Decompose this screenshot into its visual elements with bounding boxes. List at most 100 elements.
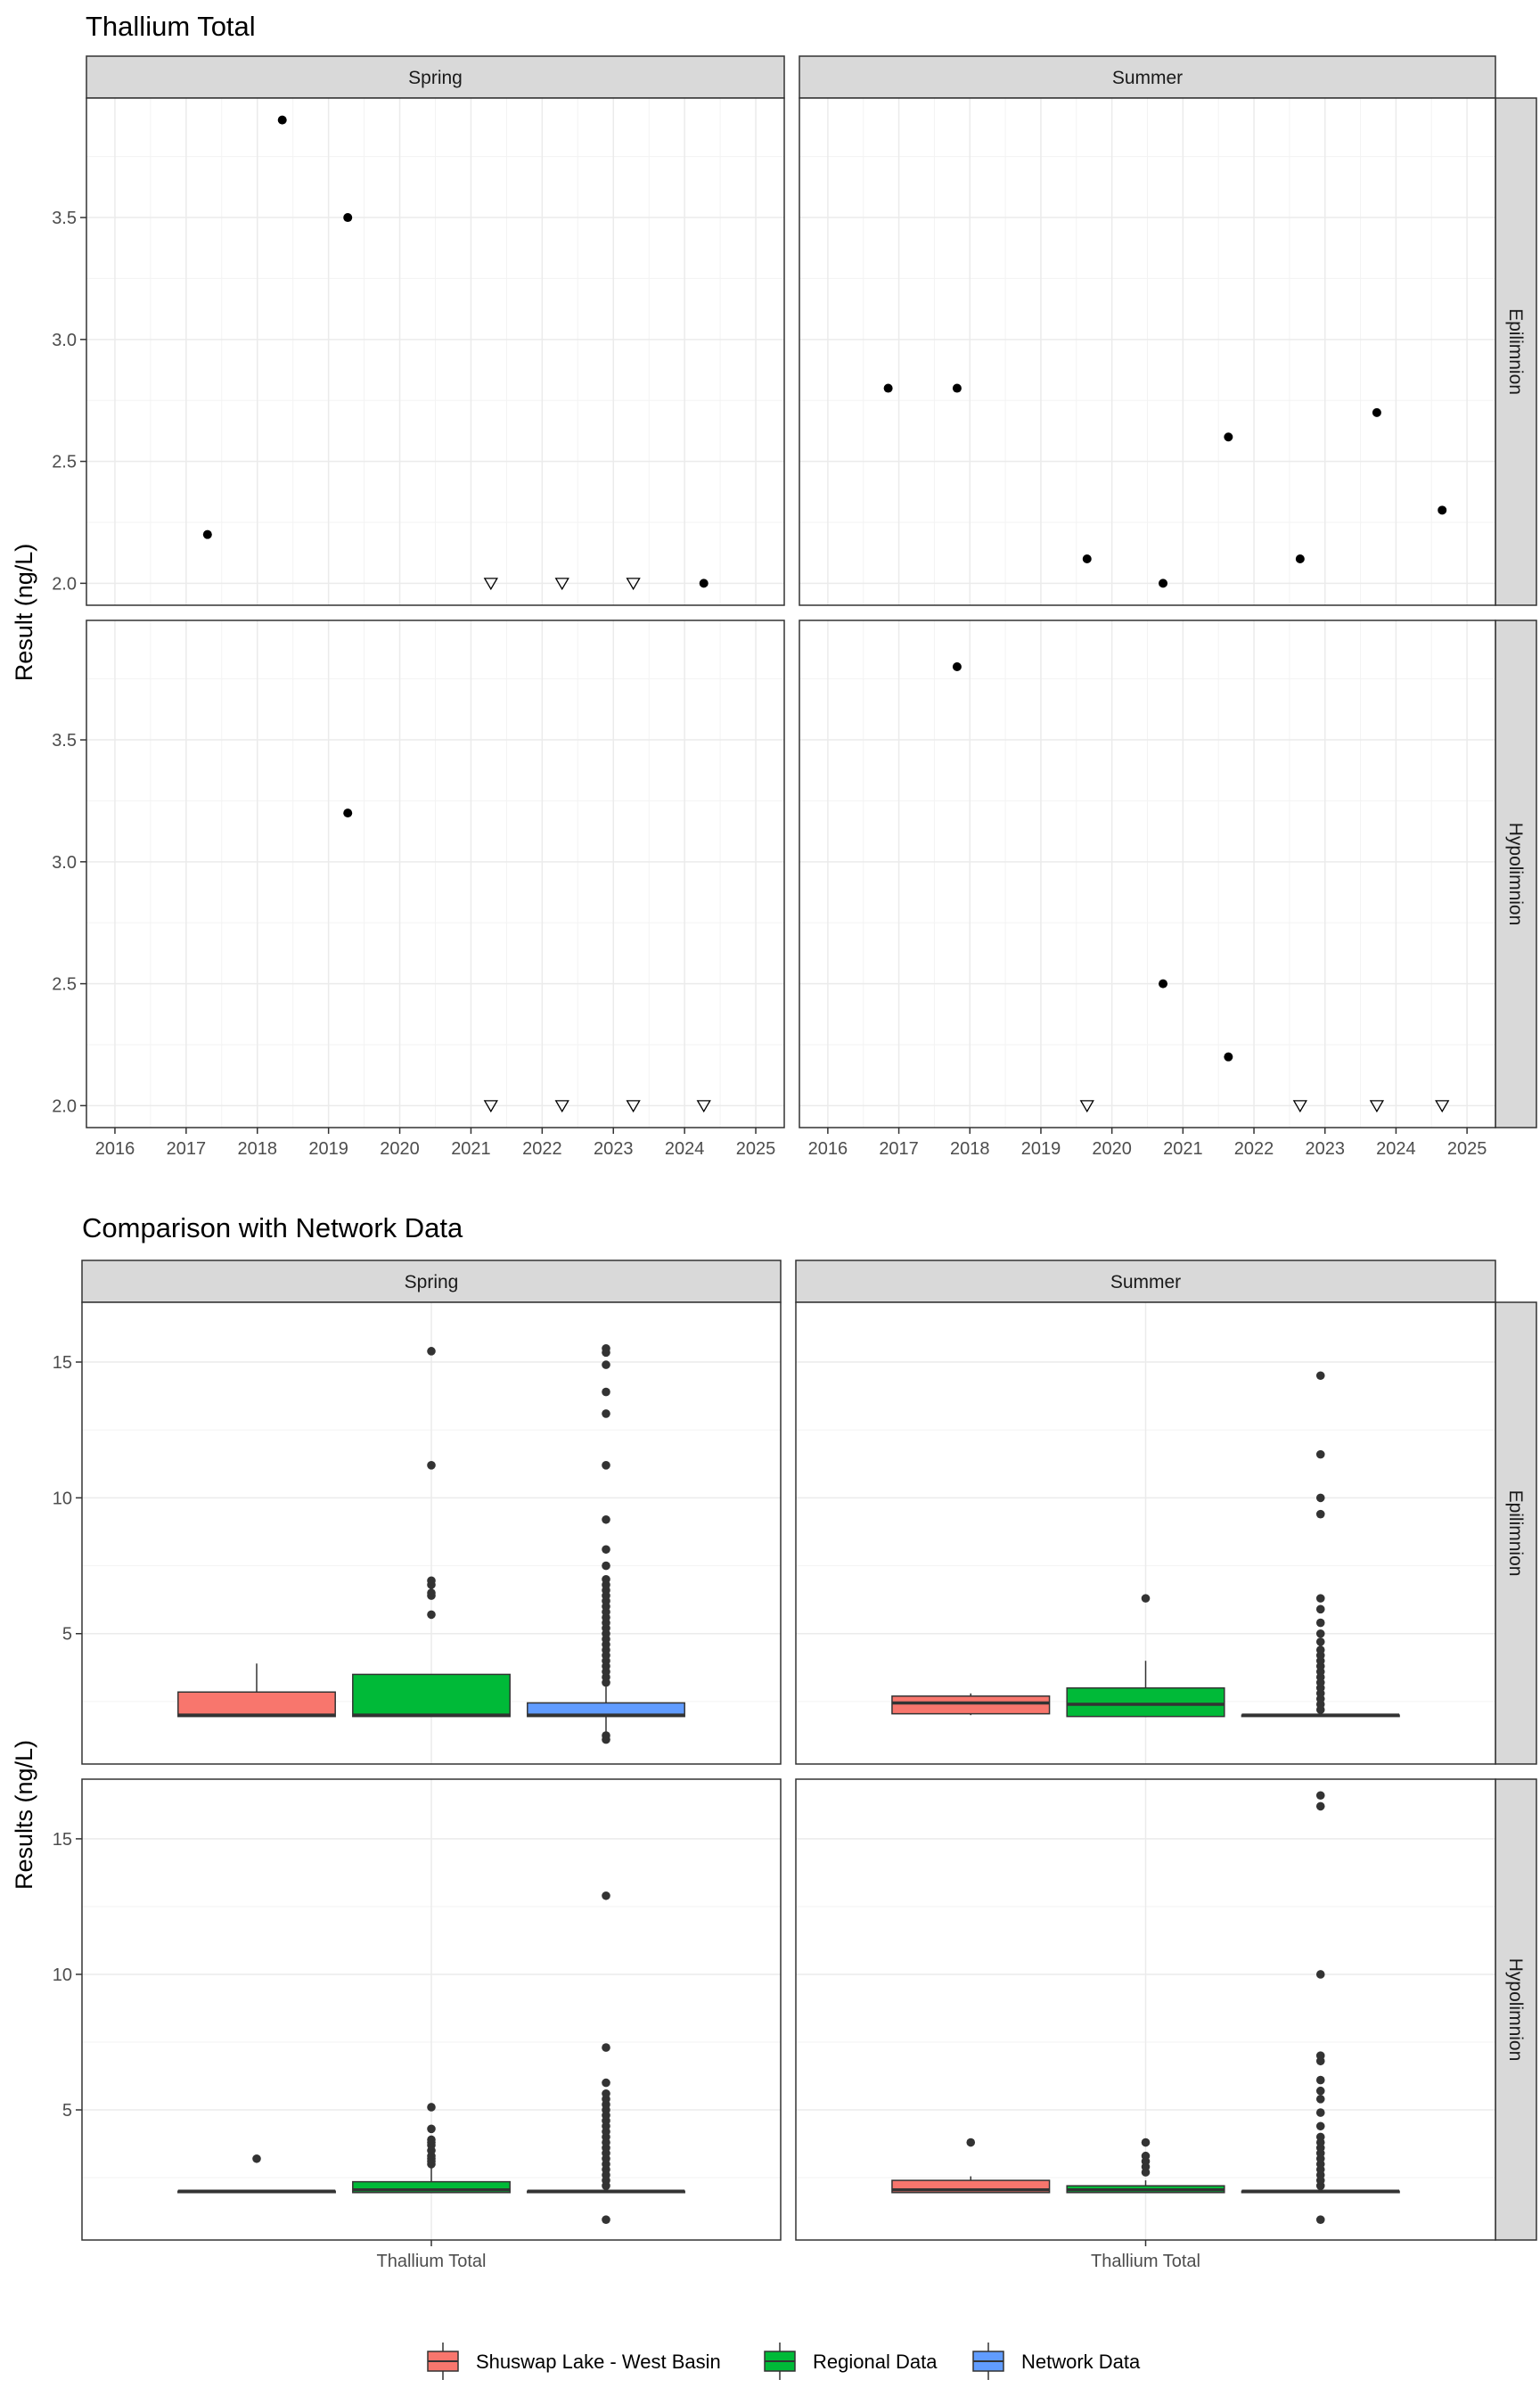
boxplot-network-data: [527, 1891, 685, 2224]
outlier-point: [1315, 2121, 1325, 2131]
chart1-title: Thallium Total: [86, 11, 256, 42]
panel-border: [81, 1301, 782, 1765]
outlier-point: [602, 1360, 610, 1369]
legend-label: Shuswap Lake - West Basin: [476, 2351, 721, 2373]
data-point: [952, 383, 962, 393]
x-tick-label: 2021: [1163, 1139, 1203, 1159]
data-point: [343, 808, 353, 818]
y-tick-label: 15: [53, 1830, 72, 1850]
outlier-point: [1315, 1637, 1325, 1646]
outlier-point: [1315, 1604, 1325, 1614]
boxplot-network-data: [1241, 1371, 1400, 1718]
strip-top-spring: [86, 55, 785, 99]
below-detection-marker: [1435, 1100, 1450, 1113]
x-tick-label: 2020: [380, 1139, 420, 1159]
boxplot-network-data: [1241, 1791, 1400, 2224]
data-point: [1159, 578, 1168, 588]
outlier-point: [602, 1561, 610, 1571]
outlier-point: [252, 2154, 261, 2163]
x-tick-label: 2025: [736, 1139, 776, 1159]
outlier-point: [602, 2078, 610, 2088]
outlier-point: [1141, 2151, 1151, 2161]
strip-label-summer: Summer: [1112, 68, 1183, 88]
panel-border: [799, 97, 1496, 606]
outlier-point: [1315, 2132, 1325, 2142]
outlier-point: [1315, 2108, 1325, 2117]
below-detection-marker: [1292, 1100, 1307, 1113]
outlier-point: [1315, 1449, 1325, 1459]
panel-spring-hypolimnion: 2.0 2.5 3.0 3.5 2016 2017 2018 2019 2020 2021 2022…: [52, 620, 785, 1159]
box-iqr: [352, 1673, 511, 1718]
data-point: [699, 578, 709, 588]
outlier-point: [1315, 1801, 1325, 1811]
strip-label-epilimnion: Epilimnion: [1505, 308, 1526, 395]
x-tick-label: 2019: [1021, 1139, 1061, 1159]
below-detection-marker: [554, 578, 569, 591]
outlier-point: [427, 1610, 436, 1620]
x-tick-label: 2020: [1092, 1139, 1132, 1159]
strip-label-hypolimnion: Hypolimnion: [1505, 1958, 1526, 2062]
box-panel-spring-hypolimnion: 5 10 15 Thallium Total: [53, 1778, 782, 2271]
legend-item: Regional Data: [764, 2343, 938, 2380]
data-point: [1224, 432, 1233, 442]
strip-top-summer: [799, 55, 1496, 99]
data-point: [1372, 407, 1381, 417]
y-tick-label: 2.5: [52, 975, 77, 995]
legend-label: Regional Data: [813, 2351, 938, 2373]
box-panel-spring-epilimnion: 5 10 15: [53, 1301, 782, 1765]
outlier-point: [1141, 2138, 1151, 2147]
outlier-point: [427, 1576, 436, 1586]
y-tick-label: 2.5: [52, 453, 77, 472]
below-detection-marker: [483, 578, 498, 591]
strip-right-hypolimnion: [1495, 1778, 1537, 2241]
data-point: [343, 213, 353, 223]
legend-item: Shuswap Lake - West Basin: [427, 2343, 721, 2380]
outlier-point: [602, 1731, 610, 1740]
below-detection-marker: [1079, 1100, 1094, 1113]
boxplot-shuswap-lake-west-basin: [177, 2154, 336, 2194]
boxplot-shuswap-lake-west-basin: [891, 2138, 1051, 2194]
outlier-point: [427, 1588, 436, 1597]
panel-summer-epilimnion: [799, 97, 1496, 606]
outlier-point: [1315, 2051, 1325, 2060]
x-tick-label: 2024: [1376, 1139, 1416, 1159]
x-tick-label: 2016: [808, 1139, 848, 1159]
x-tick-label: 2018: [238, 1139, 278, 1159]
y-tick-label: 2.0: [52, 574, 77, 594]
box-panel-summer-hypolimnion: Thallium Total: [795, 1778, 1496, 2271]
x-tick-label: 2022: [1234, 1139, 1274, 1159]
y-tick-label: 2.0: [52, 1096, 77, 1116]
box-iqr: [891, 1695, 1051, 1715]
outlier-point: [602, 1891, 610, 1900]
data-point: [277, 115, 287, 125]
panel-summer-hypolimnion: 2016 2017 2018 2019 2020 2021 2022 2023 2024 2025: [799, 620, 1496, 1159]
y-tick-label: 3.5: [52, 731, 77, 751]
y-tick-label: 5: [62, 2101, 72, 2121]
strip-label-summer: Summer: [1110, 1272, 1181, 1292]
x-tick-label: Thallium Total: [1091, 2252, 1200, 2271]
chart2-ylabel: Results (ng/L): [11, 1740, 37, 1890]
y-tick-label: 3.0: [52, 853, 77, 873]
outlier-point: [1315, 1629, 1325, 1638]
outlier-point: [1315, 1594, 1325, 1603]
outlier-point: [602, 1461, 610, 1470]
x-tick-label: 2023: [594, 1139, 634, 1159]
outlier-point: [1315, 1493, 1325, 1503]
outlier-point: [602, 1514, 610, 1524]
x-tick-label: 2022: [522, 1139, 562, 1159]
y-tick-label: 5: [62, 1625, 72, 1645]
strip-right-hypolimnion: [1495, 620, 1537, 1128]
boxplot-network-data: [527, 1344, 685, 1744]
panel-border: [799, 620, 1496, 1128]
strip-label-epilimnion: Epilimnion: [1505, 1490, 1526, 1577]
data-point: [1295, 554, 1305, 564]
strip-label-spring: Spring: [408, 68, 463, 88]
x-tick-label: 2017: [879, 1139, 919, 1159]
outlier-point: [1315, 2095, 1325, 2104]
box-iqr: [1066, 1686, 1225, 1718]
data-point: [202, 529, 212, 539]
strip-label-hypolimnion: Hypolimnion: [1505, 823, 1526, 926]
outlier-point: [1141, 1594, 1151, 1603]
x-tick-label: 2023: [1305, 1139, 1345, 1159]
